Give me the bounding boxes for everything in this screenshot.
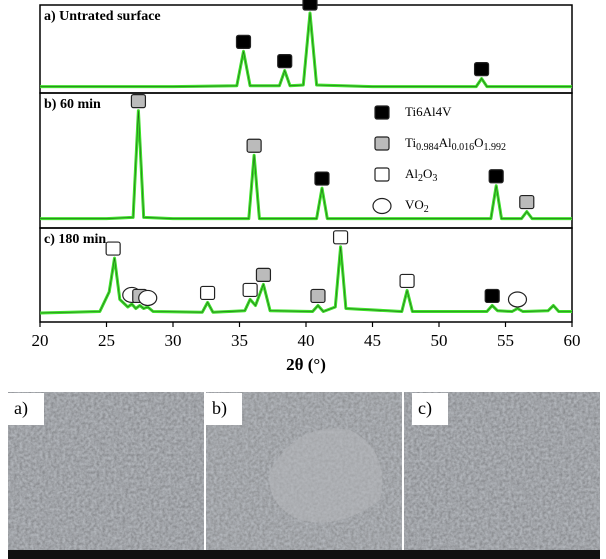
phase-marker	[236, 35, 250, 48]
x-tick-label: 40	[298, 331, 315, 350]
legend-label: Ti6Al4V	[405, 104, 452, 119]
x-axis-title: 2θ (°)	[286, 355, 326, 374]
xrd-trace-core	[40, 247, 572, 313]
legend-label: Ti0.984Al0.016O1.992	[405, 135, 506, 153]
page: {"chart_data": [ {"type": "line", "title…	[0, 0, 606, 559]
phase-marker	[375, 137, 389, 150]
panel-title: a) Untrated surface	[44, 9, 161, 24]
phase-marker	[375, 106, 389, 119]
phase-marker	[315, 172, 329, 185]
phase-marker	[489, 170, 503, 183]
legend-label: Al2O3	[405, 166, 437, 184]
phase-marker	[256, 268, 270, 281]
phase-marker	[139, 290, 157, 305]
phase-marker	[303, 0, 317, 10]
phase-marker	[201, 286, 215, 299]
phase-marker	[400, 274, 414, 287]
phase-marker	[131, 95, 145, 108]
phase-marker	[106, 242, 120, 255]
x-tick-label: 25	[98, 331, 115, 350]
image-label: b)	[212, 398, 227, 419]
x-tick-label: 20	[32, 331, 49, 350]
image-label: a)	[14, 398, 28, 419]
phase-marker	[243, 283, 257, 296]
image-label: c)	[418, 398, 432, 419]
phase-marker	[311, 289, 325, 302]
x-tick-label: 60	[564, 331, 581, 350]
sem-images: a) b) c)	[8, 392, 600, 559]
sem-info-bar	[8, 550, 600, 559]
phase-marker	[334, 231, 348, 244]
phase-marker	[375, 168, 389, 181]
x-tick-label: 45	[364, 331, 381, 350]
phase-marker	[520, 196, 534, 209]
phase-marker	[475, 63, 489, 76]
x-tick-label: 35	[231, 331, 248, 350]
x-tick-label: 30	[165, 331, 182, 350]
panel-title: b) 60 min	[44, 97, 101, 112]
phase-marker	[278, 55, 292, 68]
figure: a) b) c) a) Untrated surface b) 60 min Ti6…	[0, 0, 606, 559]
phase-marker	[508, 292, 526, 307]
phase-marker	[485, 289, 499, 302]
phase-marker	[247, 139, 261, 152]
xrd-trace	[40, 111, 572, 219]
xrd-trace	[40, 247, 572, 313]
x-tick-label: 55	[497, 331, 514, 350]
phase-marker	[373, 199, 391, 214]
panel-title: c) 180 min	[44, 232, 106, 247]
x-tick-label: 50	[431, 331, 448, 350]
legend-label: VO2	[405, 197, 429, 215]
